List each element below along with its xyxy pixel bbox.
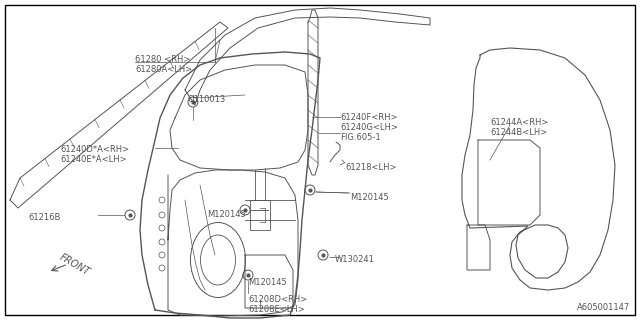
Text: 61244A<RH>
61244B<LH>: 61244A<RH> 61244B<LH> xyxy=(490,118,548,137)
Text: M120145: M120145 xyxy=(207,210,246,219)
Text: M120145: M120145 xyxy=(248,278,287,287)
Text: 61216B: 61216B xyxy=(28,213,60,222)
Text: W130241: W130241 xyxy=(335,255,375,264)
Text: FIG.605-1: FIG.605-1 xyxy=(340,133,381,142)
Text: FRONT: FRONT xyxy=(58,252,92,278)
Text: A605001147: A605001147 xyxy=(577,303,630,312)
Text: M120145: M120145 xyxy=(350,193,388,202)
Text: 61280 <RH>
61280A<LH>: 61280 <RH> 61280A<LH> xyxy=(135,55,192,74)
Text: 61208D<RH>
61208E<LH>: 61208D<RH> 61208E<LH> xyxy=(248,295,307,314)
Text: 61218<LH>: 61218<LH> xyxy=(345,163,397,172)
Text: Q110013: Q110013 xyxy=(188,95,227,104)
Text: 61240F<RH>
61240G<LH>: 61240F<RH> 61240G<LH> xyxy=(340,113,398,132)
Text: 61240D*A<RH>
61240E*A<LH>: 61240D*A<RH> 61240E*A<LH> xyxy=(60,145,129,164)
